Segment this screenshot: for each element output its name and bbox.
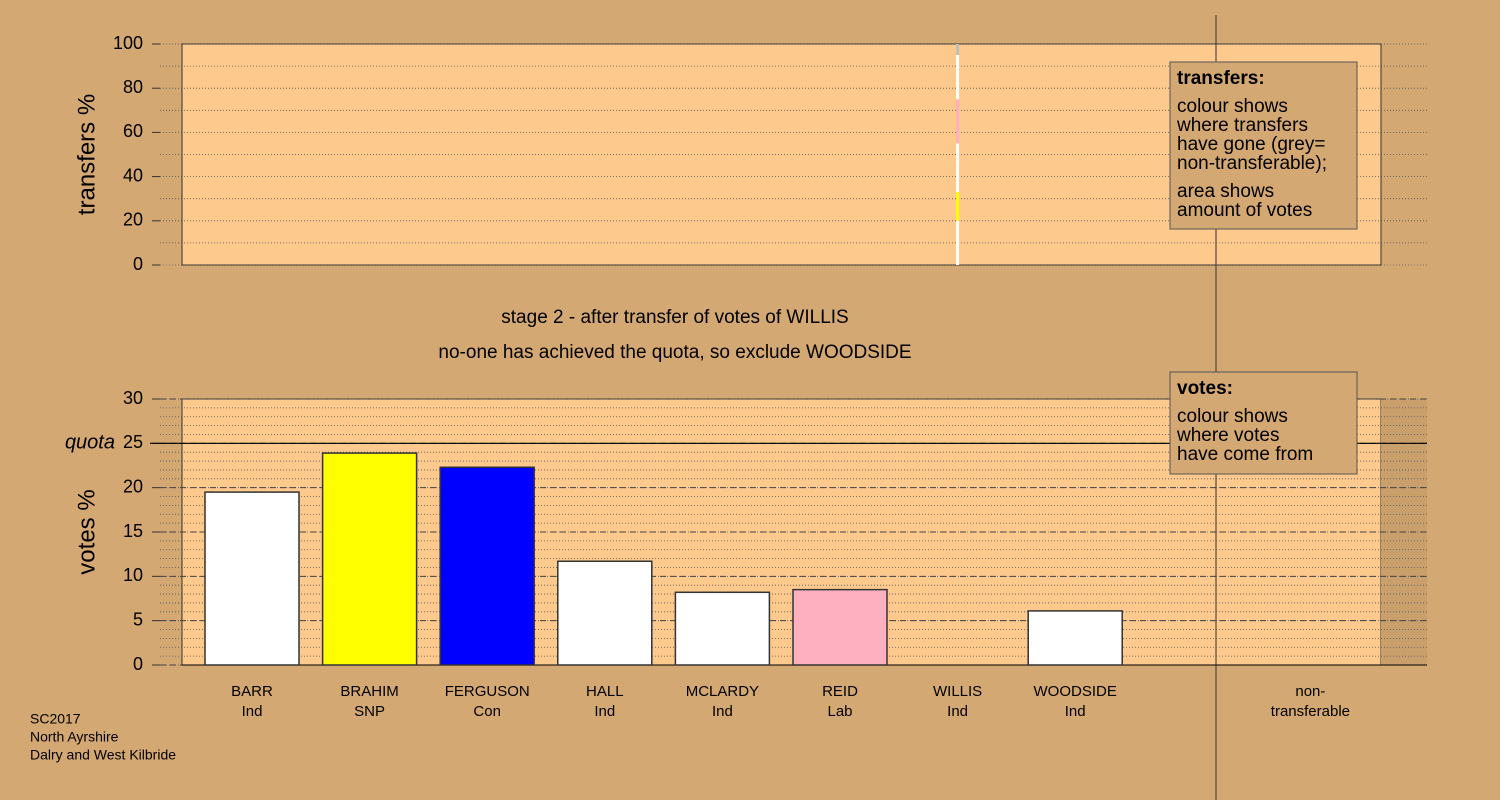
y-tick-label: 25 xyxy=(123,432,143,452)
bar xyxy=(1027,610,1123,666)
x-tick-label: Ind xyxy=(1065,703,1086,720)
y-tick-label: 100 xyxy=(113,33,143,53)
legend-text: where votes xyxy=(1176,425,1279,446)
y-tick-label: 20 xyxy=(123,476,143,496)
transfer-segment xyxy=(956,44,960,56)
x-tick-label: FERGUSON xyxy=(445,683,530,700)
x-tick-label: Ind xyxy=(947,703,968,720)
bar xyxy=(439,466,535,666)
legend-text: where transfers xyxy=(1176,115,1308,136)
transfer-segment xyxy=(956,167,960,193)
legend-text: area shows xyxy=(1177,181,1274,202)
y-tick-label: 15 xyxy=(123,521,143,541)
y-tick-label: 40 xyxy=(123,165,143,185)
y-tick-label: 5 xyxy=(133,609,143,629)
y-axis-title: transfers % xyxy=(73,94,100,215)
bar xyxy=(557,560,653,666)
x-tick-label: Ind xyxy=(712,703,733,720)
x-tick-label: BARR xyxy=(231,683,273,700)
footer-text: North Ayrshire xyxy=(30,729,119,745)
legend-title: transfers: xyxy=(1177,68,1265,89)
y-tick-label: 10 xyxy=(123,565,143,585)
x-tick-label: Lab xyxy=(827,703,852,720)
x-tick-label: WILLIS xyxy=(933,683,982,700)
legend-text: colour shows xyxy=(1177,96,1288,117)
y-tick-label: 60 xyxy=(123,121,143,141)
legend-text: colour shows xyxy=(1177,406,1288,427)
footer-text: SC2017 xyxy=(30,711,81,727)
stage-title: no-one has achieved the quota, so exclud… xyxy=(438,342,911,363)
bar xyxy=(674,591,771,666)
x-tick-label: non- xyxy=(1295,683,1325,700)
transfer-segment xyxy=(956,143,960,168)
x-tick-label: Ind xyxy=(242,703,263,720)
x-tick-label: WOODSIDE xyxy=(1034,683,1117,700)
legend-text: non-transferable); xyxy=(1177,153,1327,174)
transfer-segment xyxy=(956,220,960,265)
x-tick-label: MCLARDY xyxy=(686,683,759,700)
transfer-segment xyxy=(956,99,960,144)
bar xyxy=(321,452,418,666)
stage-title: stage 2 - after transfer of votes of WIL… xyxy=(501,307,848,328)
y-axis-title: votes % xyxy=(73,489,100,574)
x-tick-label: REID xyxy=(822,683,858,700)
legend-box xyxy=(1169,371,1358,475)
y-tick-label: 0 xyxy=(133,254,143,274)
quota-label: quota xyxy=(65,432,115,454)
legend-box xyxy=(1169,61,1358,230)
legend-text: have come from xyxy=(1177,444,1313,465)
legend-text: have gone (grey= xyxy=(1177,134,1325,155)
x-tick-label: HALL xyxy=(586,683,624,700)
x-tick-label: Con xyxy=(473,703,501,720)
x-tick-label: Ind xyxy=(594,703,615,720)
y-tick-label: 30 xyxy=(123,388,143,408)
y-tick-label: 80 xyxy=(123,77,143,97)
x-tick-label: transferable xyxy=(1271,703,1350,720)
y-tick-label: 20 xyxy=(123,210,143,230)
x-tick-label: BRAHIM xyxy=(340,683,398,700)
transfer-segment xyxy=(956,192,960,221)
transfer-segment xyxy=(956,55,960,100)
bar xyxy=(792,588,888,666)
legend-text: amount of votes xyxy=(1177,200,1312,221)
footer-text: Dalry and West Kilbride xyxy=(30,747,176,763)
legend-title: votes: xyxy=(1177,378,1233,399)
x-tick-label: SNP xyxy=(354,703,385,720)
bar xyxy=(204,491,300,666)
y-tick-label: 0 xyxy=(133,654,143,674)
